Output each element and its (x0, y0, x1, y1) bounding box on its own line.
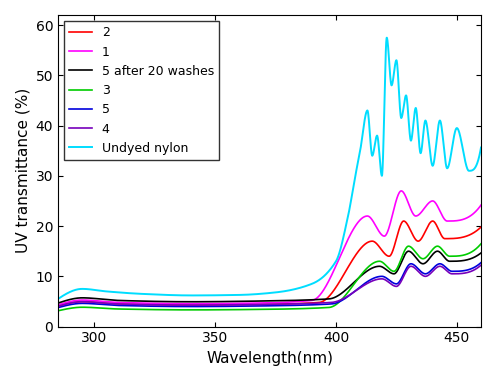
5 after 20 washes (249, 299, 255, 303)
5 (55, 305, 61, 310)
1 (388, 218, 394, 223)
5 after 20 washes (55, 301, 61, 305)
5 after 20 washes (77, 296, 83, 300)
1 (478, 203, 484, 207)
3 (388, 268, 394, 272)
Y-axis label: UV transmittance (%): UV transmittance (%) (15, 88, 30, 253)
4 (77, 299, 83, 304)
5 after 20 washes (466, 257, 472, 262)
Undyed nylon (249, 292, 255, 297)
5 after 20 washes (434, 249, 440, 253)
2 (261, 302, 267, 307)
4 (249, 302, 255, 307)
Undyed nylon (466, 168, 472, 173)
Undyed nylon (384, 35, 390, 40)
2 (249, 302, 255, 307)
Undyed nylon (55, 297, 61, 301)
5 (388, 279, 394, 284)
2 (466, 233, 472, 238)
5 after 20 washes (466, 257, 472, 262)
5 (77, 301, 83, 306)
3 (55, 309, 61, 313)
Line: 1: 1 (58, 191, 481, 305)
3 (466, 251, 472, 256)
3 (466, 251, 472, 256)
4 (478, 263, 484, 267)
5 after 20 washes (261, 299, 267, 303)
4 (466, 270, 472, 274)
1 (77, 298, 83, 303)
2 (77, 299, 83, 304)
4 (261, 302, 267, 307)
2 (478, 225, 484, 229)
4 (55, 304, 61, 309)
Line: Undyed nylon: Undyed nylon (58, 38, 481, 299)
Line: 3: 3 (58, 244, 481, 311)
Undyed nylon (466, 168, 472, 173)
5 (466, 267, 472, 272)
1 (55, 303, 61, 307)
Line: 2: 2 (58, 221, 481, 306)
1 (466, 215, 472, 219)
2 (388, 252, 394, 257)
Undyed nylon (478, 145, 484, 150)
1 (249, 301, 255, 306)
Line: 4: 4 (58, 265, 481, 306)
2 (55, 304, 61, 309)
2 (466, 233, 472, 237)
3 (249, 307, 255, 312)
Legend: 2, 1, 5 after 20 washes, 3, 5, 4, Undyed nylon: 2, 1, 5 after 20 washes, 3, 5, 4, Undyed… (64, 21, 219, 160)
3 (261, 307, 267, 312)
Undyed nylon (261, 291, 267, 296)
1 (261, 301, 267, 305)
Line: 5: 5 (58, 263, 481, 307)
5 after 20 washes (478, 251, 484, 255)
Line: 5 after 20 washes: 5 after 20 washes (58, 251, 481, 303)
5 (478, 260, 484, 265)
5 (466, 267, 472, 272)
3 (478, 242, 484, 246)
4 (388, 282, 394, 287)
5 (261, 304, 267, 308)
Undyed nylon (77, 287, 83, 291)
Undyed nylon (388, 83, 394, 87)
X-axis label: Wavelength(nm): Wavelength(nm) (206, 351, 333, 366)
5 (249, 304, 255, 308)
1 (398, 189, 404, 193)
1 (466, 215, 472, 219)
3 (77, 305, 83, 310)
2 (430, 219, 435, 223)
5 after 20 washes (388, 271, 394, 275)
4 (466, 270, 472, 274)
